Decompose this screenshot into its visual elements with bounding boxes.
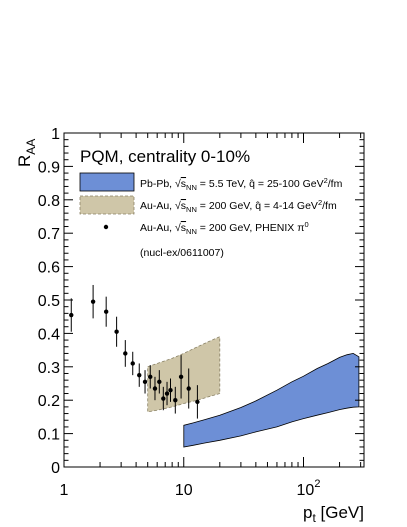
data-point <box>142 370 148 394</box>
data-point <box>137 363 142 387</box>
points-layer <box>69 284 200 419</box>
point-marker <box>103 309 109 314</box>
band-auau_band <box>147 336 221 413</box>
y-tick-label: 0 <box>51 460 60 477</box>
point-marker <box>142 379 148 385</box>
sqrt-sign: √ <box>175 178 181 190</box>
data-point <box>161 386 166 411</box>
legend-marker-phenix <box>103 224 109 230</box>
x-axis: 1 10 102 <box>60 133 362 499</box>
point-marker <box>178 374 184 380</box>
band-pbpb <box>183 352 360 448</box>
y-tick-label: 0.8 <box>38 193 60 210</box>
point-marker <box>148 374 153 380</box>
legend-label-auau: Au-Au, √sNN = 200 GeV, q̂ = 4-14 GeV2/fm <box>140 198 337 214</box>
point-marker <box>90 299 96 304</box>
data-point <box>168 378 173 402</box>
point-marker <box>186 386 191 391</box>
legend-label-pbpb: Pb-Pb, √sNN = 5.5 TeV, q̂ = 25-100 GeV2/… <box>140 176 343 192</box>
point-marker <box>123 351 128 356</box>
y-tick-label: 0.9 <box>38 159 60 176</box>
data-point <box>152 376 158 401</box>
point-marker <box>114 329 119 334</box>
data-point <box>69 298 74 332</box>
point-marker <box>157 379 162 385</box>
chart-title: PQM, centrality 0-10% <box>80 147 250 166</box>
y-tick-label: 0.4 <box>38 326 60 343</box>
data-point <box>164 381 170 406</box>
legend: Pb-Pb, √sNN = 5.5 TeV, q̂ = 25-100 GeV2/… <box>79 172 343 259</box>
point-marker <box>168 387 173 393</box>
y-tick-label: 0.6 <box>38 260 60 277</box>
data-point <box>148 365 153 389</box>
data-point <box>195 385 200 419</box>
data-point <box>186 368 191 409</box>
x-tick-label: 1 <box>60 482 69 499</box>
y-tick-label: 1 <box>51 126 60 143</box>
y-axis-label: RAA <box>15 139 38 167</box>
bands-layer <box>147 336 360 448</box>
y-tick-label: 0.7 <box>38 226 60 243</box>
legend-label-phenix: Au-Au, √sNN = 200 GeV, PHENIX π0 <box>140 220 309 236</box>
x-axis-label: pt [GeV] <box>303 503 364 525</box>
y-tick-label: 0.2 <box>38 393 60 410</box>
point-marker <box>137 372 142 378</box>
data-point <box>157 370 162 394</box>
data-point <box>103 296 109 327</box>
y-axis: 0 0.1 0.2 0.3 0.4 0.5 0.6 0.7 0.8 0.9 1 <box>38 126 364 477</box>
point-marker <box>173 398 178 403</box>
x-tick-label: 102 <box>297 478 321 499</box>
data-point <box>130 351 135 376</box>
point-marker <box>152 386 158 391</box>
point-marker <box>161 396 166 401</box>
x-tick-label: 10 <box>175 482 193 499</box>
legend-swatch-pbpb <box>79 172 135 192</box>
data-point <box>114 316 119 347</box>
y-tick-label: 0.1 <box>38 427 60 444</box>
y-tick-label: 0.3 <box>38 360 60 377</box>
legend-swatch-auau <box>79 195 135 215</box>
point-marker <box>130 361 135 366</box>
data-point <box>178 355 184 399</box>
data-point <box>123 340 128 367</box>
qhat-symbol: q̂ <box>249 178 255 190</box>
point-marker <box>195 399 200 405</box>
reference-note: (nucl-ex/0611007) <box>140 247 224 259</box>
data-point <box>173 386 178 414</box>
point-marker <box>164 391 170 396</box>
y-tick-label: 0.5 <box>38 293 60 310</box>
data-point <box>90 284 96 319</box>
point-marker <box>69 312 74 318</box>
